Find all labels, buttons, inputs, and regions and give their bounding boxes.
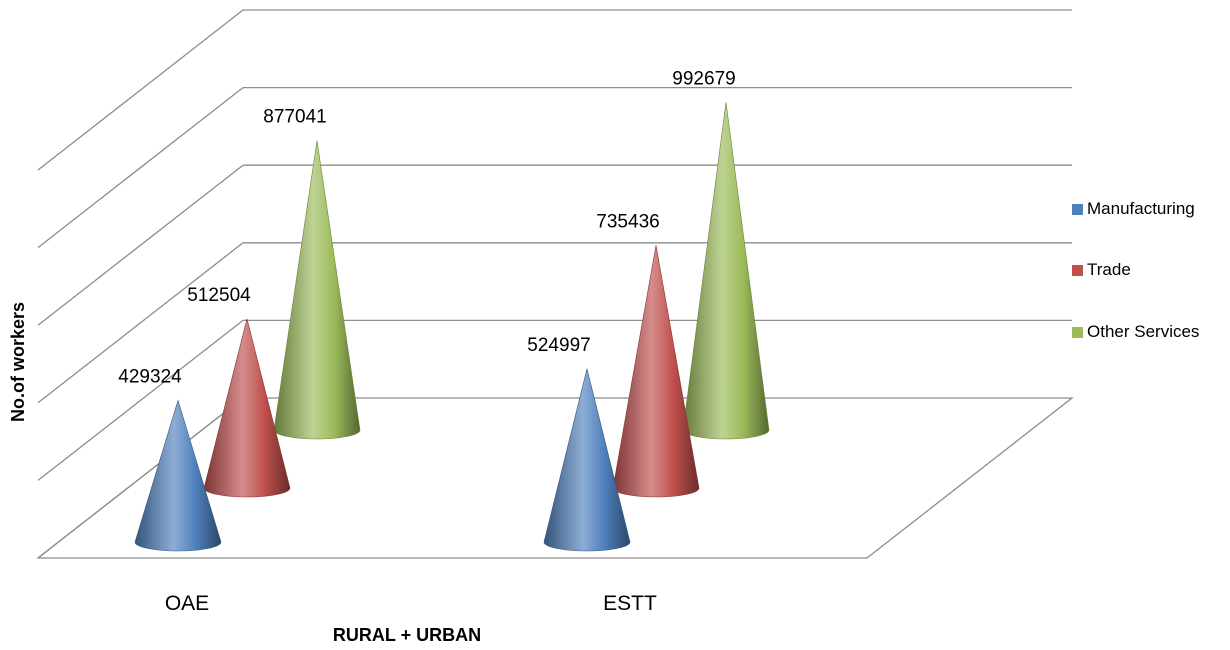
data-label: 735436: [596, 211, 659, 232]
category-labels: OAE ESTT: [165, 592, 657, 615]
cone-manufacturing-oae: [134, 399, 222, 552]
category-label: OAE: [165, 592, 209, 615]
gridline-side: [37, 87, 244, 249]
legend-swatch-other-services: [1072, 326, 1083, 338]
legend-label-other-services: Other Services: [1087, 322, 1200, 341]
cone-trade-oae: [203, 318, 291, 498]
legend-swatch-trade: [1072, 264, 1083, 276]
data-label: 429324: [118, 366, 182, 387]
gridline-side: [37, 9, 244, 171]
y-axis-title: No.of workers: [8, 302, 28, 422]
category-label: ESTT: [603, 592, 657, 615]
gridline-side: [37, 319, 244, 481]
cone-manufacturing-estt: [543, 368, 631, 552]
chart-floor-outline: [36, 397, 1074, 559]
cone-body: [543, 368, 631, 552]
gridline-side: [37, 164, 244, 326]
cone-body: [134, 399, 222, 552]
data-label: 992679: [672, 68, 735, 89]
gridline-side: [37, 242, 244, 404]
legend-item-trade: Trade: [1072, 259, 1131, 281]
data-label: 877041: [263, 107, 326, 128]
chart-series: [134, 102, 770, 552]
legend-label-trade: Trade: [1087, 260, 1131, 279]
cone-trade-estt: [612, 245, 700, 498]
data-label: 524997: [527, 335, 590, 356]
legend-item-other-services: Other Services: [1072, 321, 1199, 343]
legend-swatch-manufacturing: [1072, 203, 1083, 215]
data-label: 512504: [187, 285, 251, 306]
legend-label-manufacturing: Manufacturing: [1087, 199, 1195, 218]
cone-body: [203, 318, 291, 498]
cone-other-services-estt: [682, 102, 770, 440]
cone-body: [612, 245, 700, 498]
cone-body: [273, 140, 361, 440]
legend-item-manufacturing: Manufacturing: [1072, 198, 1195, 220]
chart-floor: [36, 397, 1074, 559]
cone-body: [682, 102, 770, 440]
x-axis-title: RURAL + URBAN: [333, 625, 481, 645]
data-labels: 429324 524997 512504 735436 877041 992679: [118, 68, 735, 387]
cone-other-services-oae: [273, 140, 361, 440]
